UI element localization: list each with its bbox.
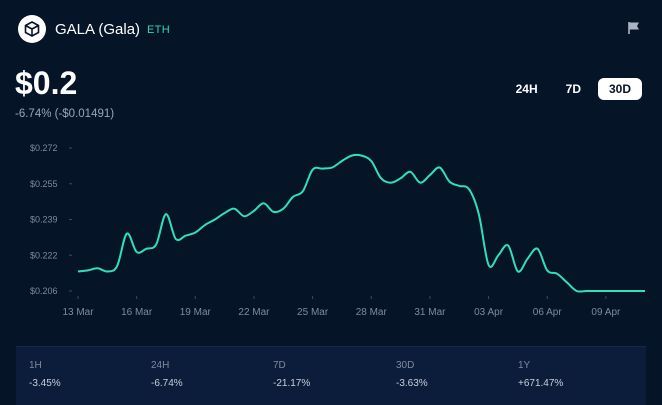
y-tick-label: $0.239 xyxy=(30,215,58,225)
y-tick-label: $0.255 xyxy=(30,179,58,189)
x-tick-label: 25 Mar xyxy=(297,307,329,318)
performance-stats: 1H -3.45% 24H -6.74% 7D -21.17% 30D -3.6… xyxy=(16,346,646,405)
x-tick-label: 09 Apr xyxy=(591,307,621,318)
stat-7d: 7D -21.17% xyxy=(273,360,310,389)
y-tick-label: $0.206 xyxy=(30,286,58,296)
gala-logo-icon xyxy=(18,15,46,43)
x-tick-label: 03 Apr xyxy=(474,307,504,318)
x-tick-label: 13 Mar xyxy=(62,307,94,318)
stat-value: -21.17% xyxy=(273,378,311,389)
y-tick-label: $0.222 xyxy=(30,250,58,260)
stat-label: 1Y xyxy=(518,360,531,371)
range-30d-button[interactable]: 30D xyxy=(597,78,642,100)
x-tick-label: 06 Apr xyxy=(533,307,563,318)
x-tick-label: 31 Mar xyxy=(414,307,446,318)
stat-value: +671.47% xyxy=(518,378,564,389)
stat-label: 1H xyxy=(29,360,42,371)
x-tick-label: 16 Mar xyxy=(121,307,153,318)
flag-icon[interactable] xyxy=(626,20,642,36)
current-price: $0.2 xyxy=(15,65,78,101)
stat-value: -3.45% xyxy=(29,378,61,389)
x-tick-label: 22 Mar xyxy=(238,307,270,318)
stat-label: 7D xyxy=(273,360,286,371)
token-header: GALA (Gala) ETH xyxy=(18,15,170,43)
x-tick-label: 28 Mar xyxy=(356,307,388,318)
stat-value: -6.74% xyxy=(151,378,183,389)
stat-30d: 30D -3.63% xyxy=(396,360,428,389)
stat-1h: 1H -3.45% xyxy=(29,360,61,389)
stat-24h: 24H -6.74% xyxy=(151,360,183,389)
time-range-selector: 24H 7D 30D xyxy=(499,78,642,100)
price-chart[interactable]: $0.272 $0.255 $0.239 $0.222 $0.206 13 Mar 16 M… xyxy=(0,135,662,325)
x-tick-label: 19 Mar xyxy=(180,307,212,318)
range-24h-button[interactable]: 24H xyxy=(515,82,538,96)
stat-label: 24H xyxy=(151,360,170,371)
stat-value: -3.63% xyxy=(396,378,428,389)
price-change: -6.74% (-$0.01491) xyxy=(15,108,115,120)
price-series-line xyxy=(77,153,645,293)
stat-label: 30D xyxy=(396,360,415,371)
stat-1y: 1Y +671.47% xyxy=(518,360,563,389)
token-title: GALA (Gala) xyxy=(55,20,141,38)
y-tick-label: $0.272 xyxy=(30,143,58,153)
range-7d-button[interactable]: 7D xyxy=(565,82,581,96)
network-badge: ETH xyxy=(147,23,170,36)
